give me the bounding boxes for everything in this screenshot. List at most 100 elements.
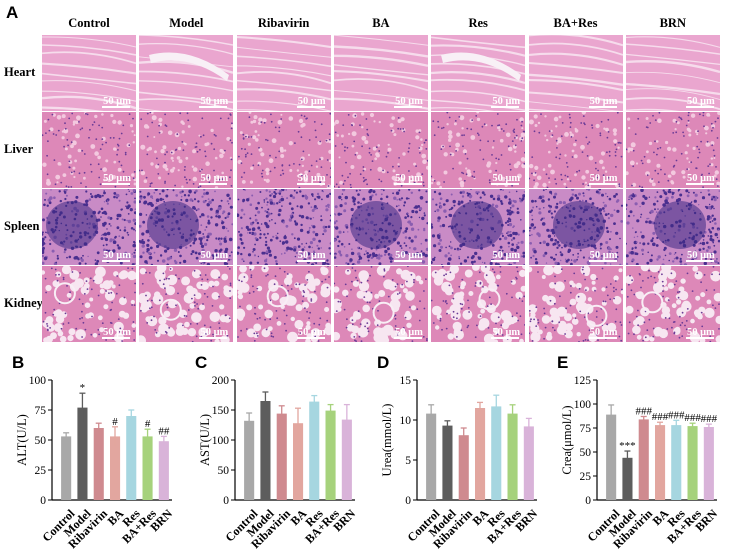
micrograph-image: 50 μm	[333, 112, 428, 188]
y-tick-label: 25	[580, 471, 592, 483]
scale-bar	[588, 183, 617, 185]
micrograph-image: 50 μm	[236, 35, 331, 111]
scale-bar	[393, 337, 422, 339]
micrograph-image: 50 μm	[139, 112, 234, 188]
significance-mark: ###	[652, 411, 669, 423]
column-header: BA	[372, 16, 390, 30]
scale-bar-label: 50 μm	[200, 173, 229, 184]
bar	[276, 413, 287, 500]
row-label: Kidney	[4, 296, 43, 310]
scale-bar	[102, 183, 130, 185]
scale-bar-label: 50 μm	[395, 327, 423, 338]
scale-bar-label: 50 μm	[589, 327, 618, 338]
y-tick-label: 125	[574, 375, 592, 387]
scale-bar	[102, 260, 130, 262]
row-label: Heart	[4, 65, 36, 79]
scale-bar	[102, 106, 130, 108]
micrograph-image: 50 μm	[625, 112, 720, 188]
scale-bar	[588, 337, 617, 339]
bar-chart-b: B0255075100ALT(U/L)Control*ModelRibaviri…	[12, 353, 175, 551]
micrograph-image: 50 μm	[528, 112, 623, 188]
micrograph-image: 50 μm	[333, 189, 428, 265]
bar	[293, 423, 304, 500]
bar	[126, 416, 137, 500]
column-header: Model	[169, 16, 204, 30]
y-tick-label: 75	[580, 423, 592, 435]
scale-bar-label: 50 μm	[492, 250, 521, 261]
scale-bar-label: 50 μm	[200, 250, 229, 261]
bar	[638, 419, 649, 500]
y-tick-label: 150	[212, 405, 230, 417]
column-header: BRN	[659, 16, 686, 30]
row-label: Spleen	[4, 219, 40, 233]
panel-label: B	[12, 353, 24, 372]
column-header: Res	[468, 16, 488, 30]
scale-bar-label: 50 μm	[297, 250, 326, 261]
bar-chart-d: D051015Urea(mmol/L)ControlModelRibavirin…	[377, 353, 540, 551]
micrograph-image: 50 μm	[236, 189, 331, 265]
bar-chart-e: E0255075100125Crea(μmol/L)Control***Mode…	[557, 353, 720, 551]
y-axis-title: AST(U/L)	[198, 414, 212, 466]
scale-bar	[296, 183, 325, 185]
significance-mark: ##	[158, 425, 170, 437]
scale-bar-label: 50 μm	[686, 327, 715, 338]
y-tick-label: 15	[400, 375, 412, 387]
y-axis-title: Urea(mmol/L)	[380, 404, 394, 477]
significance-mark: ###	[701, 413, 718, 425]
scale-bar	[393, 183, 422, 185]
bar	[158, 441, 169, 500]
bar	[110, 436, 121, 500]
bar	[475, 408, 486, 500]
scale-bar-label: 50 μm	[103, 327, 131, 338]
scale-bar-label: 50 μm	[589, 250, 618, 261]
micrograph-image: 50 μm	[431, 35, 526, 111]
panel-label: E	[557, 353, 568, 372]
scale-bar-label: 50 μm	[395, 250, 423, 261]
bar	[687, 426, 698, 500]
micrograph-image: 50 μm	[528, 189, 623, 265]
scale-bar	[491, 260, 520, 262]
scale-bar	[491, 337, 520, 339]
bar	[325, 410, 336, 500]
significance-mark: ###	[635, 405, 652, 417]
y-tick-label: 50	[218, 465, 230, 477]
scale-bar-label: 50 μm	[589, 173, 618, 184]
y-tick-label: 0	[585, 495, 591, 507]
scale-bar	[296, 106, 325, 108]
y-tick-label: 5	[405, 455, 411, 467]
micrograph-image: 50 μm	[431, 189, 526, 265]
scale-bar-label: 50 μm	[686, 250, 715, 261]
micrograph-image: 50 μm	[625, 266, 720, 342]
scale-bar	[588, 106, 617, 108]
bar	[341, 419, 352, 500]
scale-bar	[102, 337, 130, 339]
bar	[309, 401, 320, 500]
scale-bar	[685, 260, 714, 262]
bar	[507, 413, 518, 500]
significance-mark: #	[145, 418, 151, 430]
bar	[491, 406, 502, 500]
scale-bar-label: 50 μm	[103, 173, 131, 184]
bar	[260, 401, 271, 500]
scale-bar	[199, 337, 228, 339]
scale-bar	[685, 337, 714, 339]
micrograph-image: 50 μm	[42, 189, 136, 265]
scale-bar-label: 50 μm	[103, 96, 131, 107]
significance-mark: #	[112, 416, 118, 428]
micrograph-image: 50 μm	[333, 35, 428, 111]
micrograph-image: 50 μm	[431, 266, 526, 342]
y-tick-label: 0	[405, 495, 411, 507]
scale-bar	[685, 106, 714, 108]
bar	[142, 436, 153, 500]
scale-bar-label: 50 μm	[589, 96, 618, 107]
micrograph-image: 50 μm	[42, 35, 136, 111]
scale-bar-label: 50 μm	[492, 327, 521, 338]
y-tick-label: 100	[212, 435, 230, 447]
bar	[244, 420, 255, 500]
panel-label: D	[377, 353, 389, 372]
scale-bar-label: 50 μm	[103, 250, 131, 261]
micrograph-image: 50 μm	[625, 189, 720, 265]
micrograph-image: 50 μm	[42, 112, 136, 188]
bar	[671, 425, 682, 500]
scale-bar	[296, 337, 325, 339]
